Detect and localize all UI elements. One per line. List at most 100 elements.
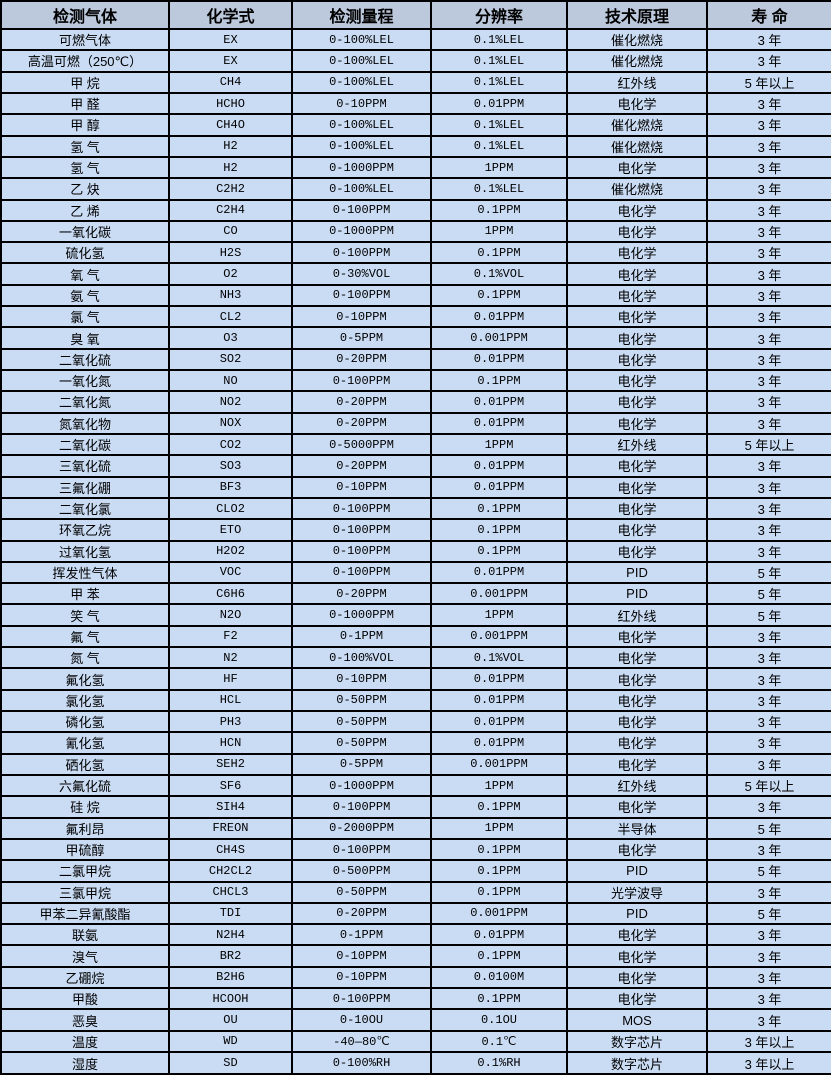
table-row: 氨 气 NH3 0-100PPM 0.1PPM 电化学 3 年: [0, 283, 831, 308]
table-row: 笑 气 N2O 0-1000PPM 1PPM 红外线 5 年: [0, 603, 831, 627]
table-row: 氧 气 O2 0-30%VOL 0.1%VOL 电化学 3 年: [0, 262, 831, 286]
table-cell: 电化学: [566, 219, 708, 244]
table-cell: 红外线: [566, 70, 708, 94]
table-cell: 0-1000PPM: [291, 155, 432, 180]
table-cell: 3 年: [706, 944, 831, 968]
table-cell: 0-100PPM: [291, 241, 432, 265]
table-row: 甲 醛 HCHO 0-10PPM 0.01PPM 电化学 3 年: [0, 91, 831, 116]
table-row: 氮 气 N2 0-100%VOL 0.1%VOL 电化学 3 年: [0, 646, 831, 670]
column-header-3: 检测量程: [291, 0, 432, 30]
table-cell: 3 年: [706, 454, 831, 478]
table-cell: 0-2000PPM: [291, 816, 432, 840]
table-cell: 电化学: [566, 454, 708, 478]
table-cell: 数字芯片: [566, 1051, 708, 1075]
table-cell: 3 年: [706, 177, 831, 201]
table-cell: 0.01PPM: [430, 347, 568, 372]
table-cell: 3 年: [706, 475, 831, 499]
table-cell: 0-5PPM: [291, 326, 432, 350]
table-cell: 0.1PPM: [430, 859, 568, 883]
table-cell: HF: [168, 667, 293, 691]
table-cell: 电化学: [566, 496, 708, 521]
table-cell: 溴气: [0, 944, 170, 968]
table-cell: 0-1000PPM: [291, 603, 432, 627]
table-cell: 3 年: [706, 241, 831, 265]
table-cell: 硒化氢: [0, 752, 170, 776]
table-cell: 0.01PPM: [430, 923, 568, 947]
table-row: 甲苯二异氰酸酯 TDI 0-20PPM 0.001PPM PID 5 年: [0, 901, 831, 926]
table-cell: PH3: [168, 709, 293, 734]
table-cell: EX: [168, 49, 293, 73]
table-cell: 甲 苯: [0, 582, 170, 606]
table-row: 硅 烷 SIH4 0-100PPM 0.1PPM 电化学 3 年: [0, 795, 831, 819]
table-cell: 1PPM: [430, 603, 568, 627]
table-row: 恶臭 OU 0-10OU 0.1OU MOS 3 年: [0, 1008, 831, 1032]
table-cell: WD: [168, 1029, 293, 1054]
table-row: 三氯甲烷 CHCL3 0-50PPM 0.1PPM 光学波导 3 年: [0, 880, 831, 904]
table-cell: CL2: [168, 305, 293, 329]
table-cell: 电化学: [566, 518, 708, 542]
table-cell: 0-50PPM: [291, 709, 432, 734]
table-cell: 高温可燃（250℃）: [0, 49, 170, 73]
table-cell: 光学波导: [566, 880, 708, 904]
table-cell: HCOOH: [168, 987, 293, 1011]
table-cell: 0-100PPM: [291, 283, 432, 308]
table-cell: 甲 烷: [0, 70, 170, 94]
table-row: 臭 氧 O3 0-5PPM 0.001PPM 电化学 3 年: [0, 326, 831, 350]
table-cell: 甲酸: [0, 987, 170, 1011]
table-cell: CH4: [168, 70, 293, 94]
table-cell: 0.1PPM: [430, 283, 568, 308]
table-cell: NO: [168, 368, 293, 393]
table-cell: 二氯甲烷: [0, 859, 170, 883]
table-cell: -40—80℃: [291, 1029, 432, 1054]
table-cell: 0-100PPM: [291, 837, 432, 862]
table-cell: PID: [566, 582, 708, 606]
table-cell: H2S: [168, 241, 293, 265]
table-cell: 电化学: [566, 390, 708, 414]
table-cell: 电化学: [566, 795, 708, 819]
table-cell: 氮氧化物: [0, 411, 170, 435]
table-cell: PID: [566, 560, 708, 585]
table-row: 氟化氢 HF 0-10PPM 0.01PPM 电化学 3 年: [0, 667, 831, 691]
table-cell: 氯 气: [0, 305, 170, 329]
table-cell: 0-20PPM: [291, 390, 432, 414]
table-cell: C2H2: [168, 177, 293, 201]
column-header-6: 寿 命: [706, 0, 831, 30]
table-cell: HCL: [168, 688, 293, 713]
table-row: 溴气 BR2 0-10PPM 0.1PPM 电化学 3 年: [0, 944, 831, 968]
table-row: 湿度 SD 0-100%RH 0.1%RH 数字芯片 3 年以上: [0, 1051, 831, 1075]
table-row: 高温可燃（250℃） EX 0-100%LEL 0.1%LEL 催化燃烧 3 年: [0, 49, 831, 73]
table-cell: 3 年: [706, 113, 831, 137]
table-row: 过氧化氢 H2O2 0-100PPM 0.1PPM 电化学 3 年: [0, 539, 831, 563]
table-cell: 3 年: [706, 262, 831, 286]
table-cell: 红外线: [566, 603, 708, 627]
table-cell: 0.001PPM: [430, 326, 568, 350]
table-cell: C6H6: [168, 582, 293, 606]
table-cell: 0-100PPM: [291, 987, 432, 1011]
table-cell: 0-20PPM: [291, 454, 432, 478]
table-cell: 电化学: [566, 283, 708, 308]
table-cell: 0.001PPM: [430, 582, 568, 606]
table-cell: 0-100PPM: [291, 518, 432, 542]
table-cell: 氢 气: [0, 155, 170, 180]
table-cell: 催化燃烧: [566, 113, 708, 137]
table-cell: 0.1PPM: [430, 795, 568, 819]
table-row: 二氧化碳 CO2 0-5000PPM 1PPM 红外线 5 年以上: [0, 432, 831, 457]
table-cell: 0-100PPM: [291, 795, 432, 819]
table-cell: 催化燃烧: [566, 134, 708, 158]
table-cell: 3 年: [706, 987, 831, 1011]
table-cell: 氢 气: [0, 134, 170, 158]
table-cell: C2H4: [168, 198, 293, 222]
table-cell: 3 年: [706, 646, 831, 670]
table-cell: NH3: [168, 283, 293, 308]
table-cell: 0.1PPM: [430, 837, 568, 862]
table-row: 甲 烷 CH4 0-100%LEL 0.1%LEL 红外线 5 年以上: [0, 70, 831, 94]
table-cell: 1PPM: [430, 432, 568, 457]
table-cell: 3 年: [706, 347, 831, 372]
table-cell: 3 年以上: [706, 1029, 831, 1054]
table-cell: 0-100%RH: [291, 1051, 432, 1075]
table-cell: 3 年: [706, 134, 831, 158]
table-cell: 0-10PPM: [291, 475, 432, 499]
table-cell: 1PPM: [430, 155, 568, 180]
table-cell: 0-30%VOL: [291, 262, 432, 286]
